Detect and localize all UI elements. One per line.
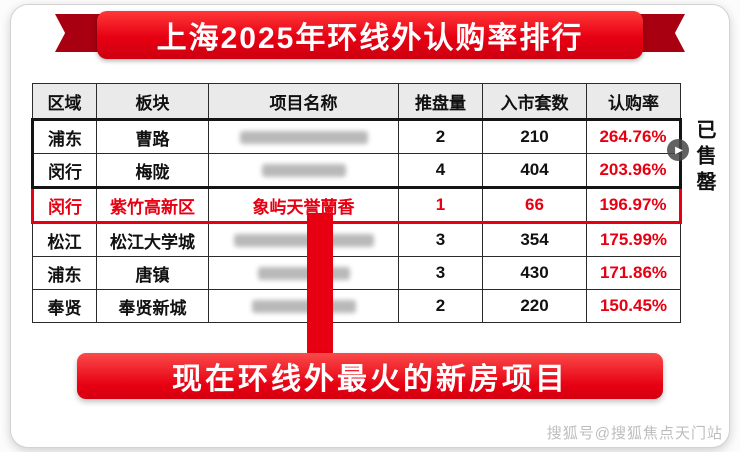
ranking-table: 区域 板块 项目名称 推盘量 入市套数 认购率 浦东 曹路 2 210 264.… [31, 83, 682, 323]
table-row: 浦东 曹路 2 210 264.76% [32, 119, 681, 154]
cell-region: 闵行 [32, 187, 97, 223]
cell-units: 354 [482, 222, 587, 257]
cell-rate: 150.45% [586, 289, 681, 323]
cell-launched: 4 [398, 153, 483, 188]
play-icon[interactable]: ▶ [667, 139, 689, 161]
cell-launched: 1 [398, 187, 483, 223]
cell-rate: 171.86% [586, 256, 681, 290]
cell-launched: 2 [398, 119, 483, 154]
cell-sector: 紫竹高新区 [96, 187, 209, 223]
cell-sector: 奉贤新城 [96, 289, 209, 323]
cell-rate: 196.97% [586, 187, 681, 223]
highlight-callout: 现在环线外最火的新房项目 [77, 353, 663, 399]
sold-out-group: 浦东 曹路 2 210 264.76% 闵行 梅陇 4 404 203.96% [32, 119, 681, 188]
table-row: 浦东 唐镇 3 430 171.86% [32, 256, 681, 290]
cell-region: 浦东 [32, 119, 97, 154]
cell-rate: 264.76% [586, 119, 681, 154]
table-row: 闵行 梅陇 4 404 203.96% [32, 153, 681, 188]
arrow-stem [307, 213, 333, 359]
table-header-row: 区域 板块 项目名称 推盘量 入市套数 认购率 [32, 83, 681, 120]
cell-launched: 2 [398, 289, 483, 323]
page-title: 上海2025年环线外认购率排行 [97, 11, 643, 59]
column-header-region: 区域 [32, 83, 97, 120]
table-row-highlighted: 闵行 紫竹高新区 象屿天誉蘭香 1 66 196.97% [32, 187, 681, 223]
cell-project [208, 256, 399, 290]
column-header-launched: 推盘量 [398, 83, 483, 120]
column-header-rate: 认购率 [586, 83, 681, 120]
redacted-project-name [251, 300, 356, 314]
cell-region: 奉贤 [32, 289, 97, 323]
sold-out-label: 已售罄 [693, 119, 715, 197]
cell-rate: 175.99% [586, 222, 681, 257]
cell-region: 闵行 [32, 153, 97, 188]
highlighted-row-group: 闵行 紫竹高新区 象屿天誉蘭香 1 66 196.97% [32, 187, 681, 223]
cell-region: 松江 [32, 222, 97, 257]
column-header-units: 入市套数 [482, 83, 587, 120]
cell-project [208, 153, 399, 188]
cell-sector: 松江大学城 [96, 222, 209, 257]
redacted-project-name [257, 267, 350, 281]
cell-rate: 203.96% [586, 153, 681, 188]
cell-project [208, 222, 399, 257]
cell-units: 220 [482, 289, 587, 323]
watermark: 搜狐号@搜狐焦点天门站 [546, 425, 723, 442]
redacted-project-name [239, 131, 368, 145]
cell-launched: 3 [398, 256, 483, 290]
column-header-project: 项目名称 [208, 83, 399, 120]
cell-units: 430 [482, 256, 587, 290]
redacted-project-name [233, 234, 374, 248]
cell-sector: 梅陇 [96, 153, 209, 188]
cell-units: 404 [482, 153, 587, 188]
cell-units: 210 [482, 119, 587, 154]
cell-project [208, 119, 399, 154]
column-header-sector: 板块 [96, 83, 209, 120]
card: 上海2025年环线外认购率排行 区域 板块 项目名称 推盘量 入市套数 认购率 … [10, 4, 730, 448]
cell-sector: 曹路 [96, 119, 209, 154]
cell-units: 66 [482, 187, 587, 223]
cell-project [208, 289, 399, 323]
cell-project: 象屿天誉蘭香 [208, 187, 399, 223]
table-row: 奉贤 奉贤新城 2 220 150.45% [32, 289, 681, 323]
cell-sector: 唐镇 [96, 256, 209, 290]
cell-launched: 3 [398, 222, 483, 257]
table-row: 松江 松江大学城 3 354 175.99% [32, 222, 681, 257]
remaining-rows-group: 松江 松江大学城 3 354 175.99% 浦东 唐镇 3 430 171.8… [32, 222, 681, 323]
cell-region: 浦东 [32, 256, 97, 290]
redacted-project-name [261, 164, 346, 178]
